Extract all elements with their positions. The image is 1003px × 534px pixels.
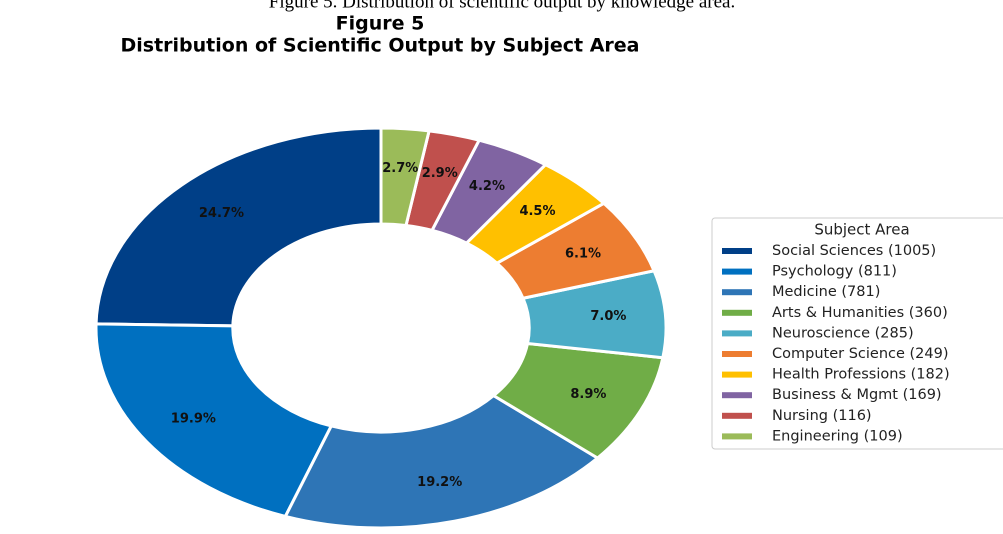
legend-swatch bbox=[722, 412, 752, 419]
legend-swatch bbox=[722, 248, 752, 254]
legend-swatch bbox=[722, 330, 752, 337]
donut-slice bbox=[379, 126, 431, 228]
legend-label: Arts & Humanities (360) bbox=[772, 305, 948, 321]
legend-swatch bbox=[722, 392, 752, 399]
legend-label: Computer Science (249) bbox=[772, 346, 949, 362]
legend-label: Engineering (109) bbox=[772, 428, 903, 444]
chart-subtitle: Distribution of Scientific Output by Sub… bbox=[121, 35, 640, 57]
legend-label: Nursing (116) bbox=[772, 408, 872, 424]
legend-label: Psychology (811) bbox=[772, 264, 897, 280]
data-label: 24.7% bbox=[199, 206, 244, 221]
donut-slice bbox=[94, 322, 334, 519]
legend-swatch bbox=[722, 433, 752, 440]
legend-swatch bbox=[722, 268, 752, 275]
legend-swatch bbox=[722, 289, 752, 296]
data-label: 2.9% bbox=[422, 166, 458, 181]
data-label: 2.7% bbox=[382, 161, 418, 176]
legend-label: Health Professions (182) bbox=[772, 367, 950, 383]
legend-label: Medicine (781) bbox=[772, 284, 880, 300]
data-label: 8.9% bbox=[570, 387, 606, 402]
legend-label: Social Sciences (1005) bbox=[772, 243, 936, 259]
donut-slice bbox=[94, 126, 383, 328]
legend-title: Subject Area bbox=[814, 221, 909, 239]
data-label: 19.2% bbox=[417, 475, 462, 490]
data-label: 19.9% bbox=[171, 411, 216, 426]
legend-label: Neuroscience (285) bbox=[772, 325, 914, 341]
caption: Figure 5. Distribution of scientific out… bbox=[269, 0, 735, 12]
legend-label: Business & Mgmt (169) bbox=[772, 387, 942, 403]
data-label: 6.1% bbox=[565, 246, 601, 261]
legend-swatch bbox=[722, 371, 752, 378]
data-label: 7.0% bbox=[590, 309, 626, 324]
data-label: 4.5% bbox=[519, 204, 555, 219]
donut-slice bbox=[283, 393, 601, 530]
chart-title: Figure 5 bbox=[336, 13, 425, 35]
legend-swatch bbox=[722, 351, 752, 357]
legend-box bbox=[711, 217, 1003, 450]
legend-swatch bbox=[722, 309, 752, 316]
data-label: 4.2% bbox=[469, 179, 505, 194]
